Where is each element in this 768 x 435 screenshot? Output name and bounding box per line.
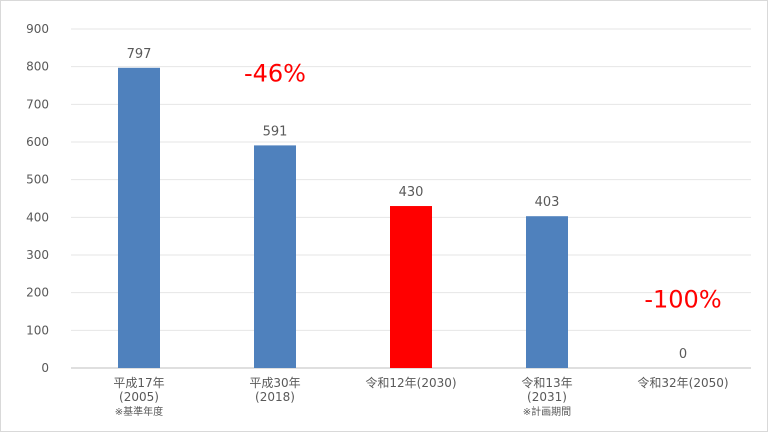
y-tick-label: 700 <box>26 97 49 111</box>
category-label: (2018) <box>255 390 295 404</box>
category-label: 令和32年(2050) <box>637 375 728 390</box>
bar <box>526 216 568 368</box>
bar <box>118 67 160 369</box>
annotations: -46% -100% <box>244 60 722 314</box>
y-tick-label: 0 <box>41 361 49 375</box>
data-label: 591 <box>263 124 288 139</box>
y-tick-label: 100 <box>26 323 49 337</box>
y-tick-label: 600 <box>26 135 49 149</box>
category-label: ※基準年度 <box>115 405 163 418</box>
annotation-label: -100% <box>644 286 721 314</box>
x-axis: 平成17年(2005)※基準年度 平成30年(2018) 令和12年(2030) 令和… <box>113 375 728 418</box>
data-label: 403 <box>535 195 560 210</box>
category-label: 平成30年 <box>249 376 300 390</box>
bar <box>390 206 432 368</box>
bars <box>118 67 568 369</box>
data-label: 0 <box>679 347 687 362</box>
y-tick-label: 500 <box>26 173 49 187</box>
y-tick-label: 900 <box>26 22 49 36</box>
annotation-label: -46% <box>244 60 306 88</box>
data-label: 430 <box>399 185 424 200</box>
category-label: (2005) <box>119 390 159 404</box>
category-label: (2031) <box>527 390 567 404</box>
data-label: 797 <box>127 47 152 62</box>
y-tick-label: 800 <box>26 60 49 74</box>
category-label: 令和13年 <box>521 375 572 390</box>
bar <box>254 145 296 368</box>
y-tick-label: 300 <box>26 248 49 262</box>
category-label: 令和12年(2030) <box>365 375 456 390</box>
y-axis: 0 100 200 300 400 500 600 700 800 900 <box>26 22 49 375</box>
category-label: 平成17年 <box>113 376 164 390</box>
y-tick-label: 400 <box>26 210 49 224</box>
value-labels: 797 591 430 403 0 <box>127 47 688 362</box>
y-tick-label: 200 <box>26 286 49 300</box>
category-label: ※計画期間 <box>523 405 571 418</box>
